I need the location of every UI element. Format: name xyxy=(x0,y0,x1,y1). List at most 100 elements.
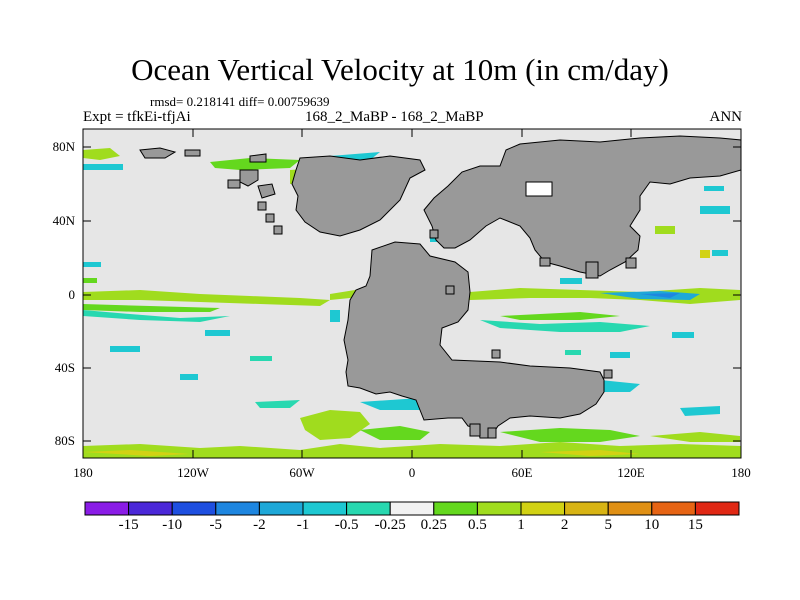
colorbar-label: 15 xyxy=(687,517,703,533)
lat-label: 40N xyxy=(52,213,75,228)
land-island xyxy=(257,183,276,199)
colorbar-swatch xyxy=(651,501,696,516)
axis-ticks xyxy=(83,129,741,458)
lon-label: 180 xyxy=(73,465,93,480)
field-anomalies xyxy=(83,148,741,458)
stats-text: rmsd= 0.218141 diff= 0.00759639 xyxy=(150,94,330,109)
colorbar-swatch xyxy=(171,501,217,516)
colorbar-label: -0.25 xyxy=(374,517,406,533)
anomaly-patch xyxy=(83,450,190,456)
anomaly-patch xyxy=(250,356,272,361)
colorbar-swatch xyxy=(215,501,260,516)
land-island xyxy=(585,261,599,279)
anomaly-patch xyxy=(110,346,140,352)
anomaly-patch xyxy=(180,374,198,380)
anomaly-patch xyxy=(700,250,710,258)
land-island xyxy=(491,349,501,359)
anomaly-patch xyxy=(640,293,680,298)
colorbar-swatch xyxy=(258,501,304,516)
land-island xyxy=(625,257,637,269)
anomaly-patch xyxy=(255,400,300,408)
colorbar-swatch xyxy=(520,501,566,516)
anomaly-patch xyxy=(83,290,330,306)
anomaly-patch xyxy=(600,380,640,392)
anomaly-patch xyxy=(704,186,724,191)
colorbar-swatch xyxy=(694,501,740,516)
anomaly-patch xyxy=(83,262,101,267)
anomaly-patch xyxy=(500,428,640,442)
anomaly-patch xyxy=(330,310,340,322)
case-label: 168_2_MaBP - 168_2_MaBP xyxy=(305,109,484,125)
colorbar-label: -0.5 xyxy=(334,517,359,533)
lat-label: 0 xyxy=(68,287,76,302)
colorbar-swatch xyxy=(128,501,173,516)
anomaly-patch xyxy=(672,332,694,338)
anomaly-patch xyxy=(83,310,230,322)
colorbar-swatch xyxy=(84,501,130,516)
land-island xyxy=(525,181,553,197)
land-masses xyxy=(139,135,742,439)
colorbar-swatch xyxy=(607,501,653,516)
anomaly-patch xyxy=(83,164,123,170)
lat-label: 40S xyxy=(54,360,75,375)
anomaly-patch xyxy=(560,278,582,284)
land-island xyxy=(227,179,241,189)
anomaly-patch xyxy=(83,304,220,312)
lon-label: 60E xyxy=(511,465,533,480)
lon-label: 60W xyxy=(289,465,315,480)
land-greenland xyxy=(291,155,426,237)
lon-label: 0 xyxy=(408,465,416,480)
anomaly-patch xyxy=(480,320,650,332)
colorbar-label: -2 xyxy=(253,517,266,533)
colorbar-label: 1 xyxy=(517,517,525,533)
land-island xyxy=(429,229,439,239)
land-island xyxy=(603,369,613,379)
colorbar-swatch xyxy=(389,501,435,516)
colorbar-swatch xyxy=(346,501,391,516)
anomaly-patch xyxy=(360,426,430,440)
lon-label: 120E xyxy=(617,465,645,480)
colorbar-swatch xyxy=(476,501,522,516)
anomaly-patch xyxy=(650,432,740,442)
lon-label: 120W xyxy=(177,465,209,480)
anomaly-patch xyxy=(655,226,675,234)
colorbar-label: 10 xyxy=(644,517,660,533)
anomaly-patch xyxy=(565,350,581,355)
land-island xyxy=(249,153,267,163)
colorbar-label: 0.25 xyxy=(420,517,447,533)
anomaly-patch xyxy=(500,312,620,320)
plot-title: Ocean Vertical Velocity at 10m (in cm/da… xyxy=(131,52,669,87)
anomaly-patch xyxy=(210,158,300,170)
colorbar-label: -15 xyxy=(118,517,139,533)
anomaly-patch xyxy=(300,410,370,440)
colorbar-swatch xyxy=(564,501,609,516)
experiment-label: Expt = tfkEi-tfjAi xyxy=(83,109,191,125)
land-island xyxy=(539,257,551,267)
lat-label: 80N xyxy=(52,139,75,154)
land-island xyxy=(139,147,177,159)
land-island xyxy=(265,213,275,223)
land-island xyxy=(184,149,201,157)
anomaly-patch xyxy=(83,148,120,160)
colorbar-label: 5 xyxy=(604,517,612,533)
land-americas xyxy=(343,241,605,439)
colorbar-label: 0.5 xyxy=(468,517,487,533)
land-island xyxy=(487,427,497,439)
lon-label: 180 xyxy=(731,465,751,480)
anomaly-patch xyxy=(540,450,640,456)
lat-label: 80S xyxy=(54,433,75,448)
anomaly-patch xyxy=(680,406,720,416)
land-island xyxy=(469,423,481,437)
colorbar-label: -10 xyxy=(162,517,183,533)
anomaly-patch xyxy=(83,278,97,283)
colorbar-swatch xyxy=(302,501,348,516)
anomaly-patch xyxy=(205,330,230,336)
colorbar-label: -5 xyxy=(209,517,223,533)
season-label: ANN xyxy=(709,109,743,125)
colorbar-swatch xyxy=(433,501,478,516)
colorbar-label: -1 xyxy=(296,517,310,533)
anomaly-patch xyxy=(700,206,730,214)
colorbar-label: 2 xyxy=(560,517,569,533)
